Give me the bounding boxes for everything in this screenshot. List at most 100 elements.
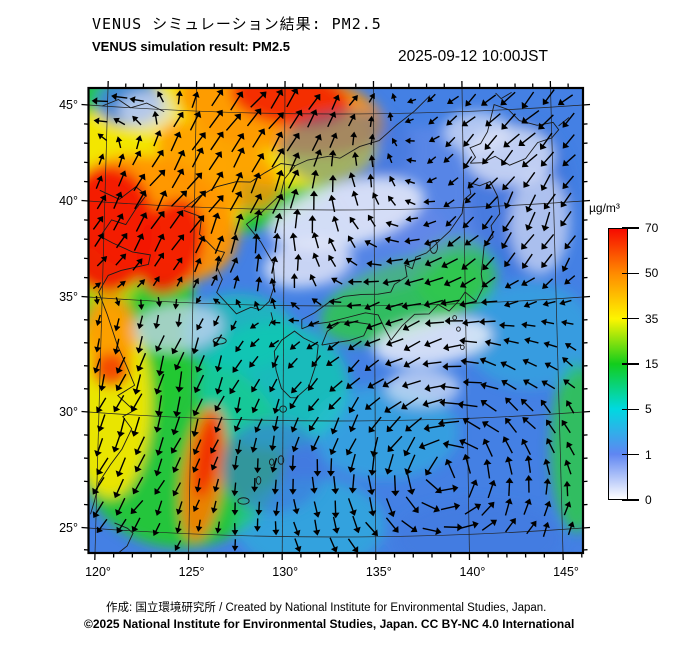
wind-arrow	[523, 498, 532, 515]
wind-arrow	[328, 396, 342, 410]
wind-arrow	[171, 168, 185, 189]
wind-arrow	[521, 233, 535, 250]
wind-arrow	[461, 258, 476, 270]
wind-arrow	[91, 97, 108, 105]
wind-arrow	[134, 454, 146, 473]
wind-arrow	[564, 459, 572, 475]
wind-arrow	[313, 501, 321, 518]
wind-arrow	[192, 439, 202, 456]
wind-arrow	[231, 539, 239, 552]
wind-arrow	[406, 157, 417, 164]
wind-arrow	[232, 275, 240, 289]
wind-arrow	[214, 355, 223, 373]
wind-arrow	[171, 234, 185, 251]
wind-arrow	[459, 277, 476, 288]
wind-arrow	[347, 359, 360, 373]
wind-arrow	[500, 91, 516, 106]
wind-arrow	[504, 498, 513, 516]
wind-arrow	[368, 416, 382, 433]
wind-arrow	[462, 417, 481, 430]
wind-arrow	[135, 212, 148, 232]
lat-axis-label: 35°	[59, 290, 78, 304]
wind-arrow	[254, 458, 262, 474]
wind-arrow	[153, 130, 162, 147]
wind-arrow	[329, 437, 339, 456]
wind-arrow	[152, 110, 160, 125]
wind-arrow	[154, 479, 165, 495]
wind-arrow	[311, 134, 322, 152]
island	[255, 476, 262, 485]
wind-arrow	[249, 322, 259, 329]
wind-arrow	[479, 357, 497, 367]
wind-arrow	[208, 109, 223, 129]
wind-arrow	[439, 382, 460, 391]
wind-arrow	[170, 131, 182, 152]
wind-arrow	[250, 437, 258, 453]
wind-arrow	[173, 149, 186, 171]
wind-arrow	[482, 256, 495, 271]
wind-arrow	[352, 151, 359, 166]
wind-arrow	[270, 297, 277, 309]
axis-labels: 45° 40° 35° 30° 25° 120° 125° 130° 135° 140° 145°	[59, 98, 579, 579]
wind-arrow	[115, 253, 127, 266]
wind-arrow	[270, 256, 279, 274]
wind-arrow	[310, 476, 318, 494]
grid-meridian	[281, 88, 286, 553]
wind-arrow	[479, 318, 496, 326]
wind-arrow	[462, 318, 480, 327]
wind-arrow	[190, 190, 206, 208]
coastline-russia	[295, 95, 431, 167]
wind-arrow	[406, 473, 416, 495]
wind-arrow	[467, 177, 479, 189]
wind-arrow	[502, 436, 513, 454]
wind-arrow	[503, 191, 514, 209]
wind-arrow	[326, 321, 339, 329]
wind-arrow	[326, 356, 340, 366]
wind-arrow	[480, 381, 499, 390]
wind-arrow	[115, 356, 126, 374]
wind-arrow	[443, 153, 454, 163]
wind-arrow	[157, 91, 165, 103]
wind-arrow	[287, 357, 298, 369]
wind-arrow	[113, 318, 121, 332]
wind-arrow	[132, 258, 143, 271]
wind-arrow	[225, 113, 241, 131]
wind-arrow	[169, 210, 184, 229]
wind-arrow	[211, 89, 224, 107]
wind-arrow	[440, 298, 460, 307]
wind-arrow	[271, 355, 279, 369]
wind-arrow	[192, 458, 201, 473]
coastline-honshu	[301, 180, 501, 341]
wind-arrow	[422, 359, 442, 368]
grid-meridian	[550, 88, 564, 553]
wind-arrow	[234, 213, 244, 235]
wind-arrow	[440, 502, 461, 511]
wind-arrow	[384, 454, 394, 475]
wind-arrow	[272, 193, 284, 214]
wind-arrow	[113, 117, 126, 126]
wind-arrow	[518, 132, 536, 147]
wind-arrow	[229, 257, 239, 273]
wind-arrow	[462, 216, 475, 229]
wind-arrow	[543, 500, 552, 517]
wind-arrow	[195, 295, 202, 304]
pm25-field	[88, 88, 583, 553]
wind-arrow	[485, 196, 498, 210]
wind-arrow	[345, 438, 357, 456]
wind-arrow	[255, 276, 263, 292]
wind-arrow	[427, 93, 436, 103]
wind-arrow	[387, 195, 397, 206]
wind-arrow	[386, 416, 401, 433]
wind-arrow	[307, 377, 319, 391]
wind-arrow	[347, 113, 356, 127]
wind-arrow	[385, 220, 399, 228]
wind-arrow	[481, 421, 500, 433]
wind-arrow	[112, 338, 121, 355]
wind-arrow	[542, 89, 555, 106]
wind-arrow	[546, 419, 556, 434]
wind-arrow	[113, 478, 125, 499]
wind-arrow	[230, 320, 237, 331]
wind-arrow	[118, 153, 126, 168]
wind-arrow	[173, 111, 184, 128]
